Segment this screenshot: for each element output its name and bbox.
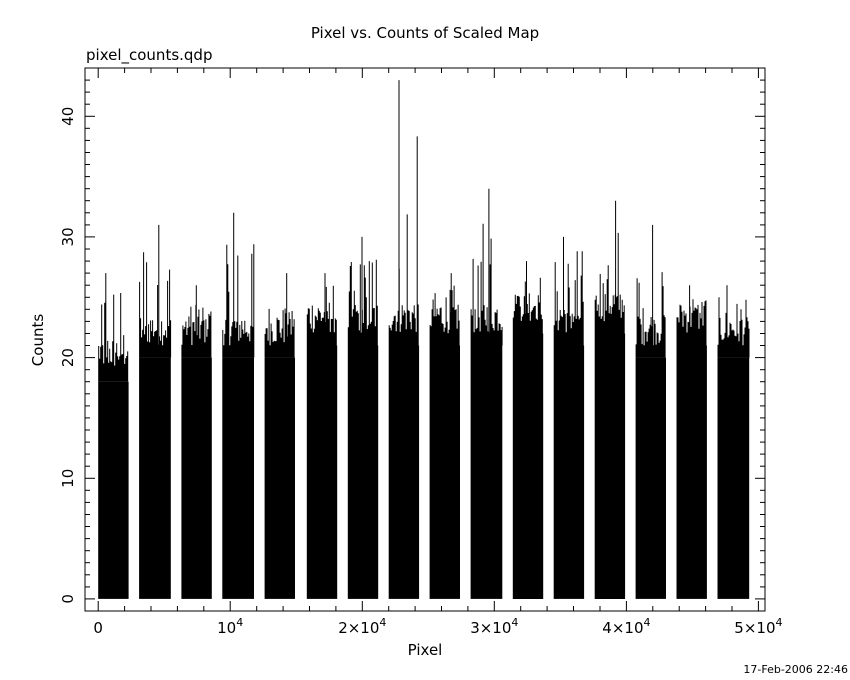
data-block-body: [676, 345, 707, 599]
data-block-body: [222, 357, 254, 599]
data-block-spikes: [347, 236, 378, 346]
data-block-body: [635, 357, 666, 599]
data-block-spikes: [635, 224, 666, 358]
x-tick-label: 5×104: [734, 616, 782, 637]
x-axis-label: Pixel: [408, 641, 443, 659]
data-block-spikes: [222, 212, 255, 358]
data-block-spikes: [594, 200, 625, 334]
data-block-spikes: [717, 285, 750, 358]
data-block: [553, 236, 585, 599]
x-tick-label: 104: [217, 616, 243, 637]
data-block: [429, 273, 460, 599]
y-tick-label: 0: [59, 594, 77, 604]
data-block-body: [470, 345, 503, 599]
data-block-spikes: [388, 80, 419, 346]
data-block: [635, 224, 666, 599]
data-block-spikes: [512, 261, 543, 334]
y-axis: 0 10 20 30 40: [59, 67, 765, 604]
data-block-body: [347, 345, 379, 599]
data-block: [347, 236, 379, 599]
data-block-body: [264, 357, 295, 599]
data-block-spikes: [306, 273, 337, 346]
data-block-spikes: [676, 285, 707, 346]
data-block: [222, 212, 255, 599]
y-axis-label: Counts: [29, 314, 47, 367]
file-label: pixel_counts.qdp: [86, 46, 212, 65]
x-tick-label: 3×104: [470, 616, 518, 637]
chart-title: Pixel vs. Counts of Scaled Map: [311, 24, 539, 42]
data-block-spikes: [553, 236, 584, 346]
data-block-spikes: [139, 224, 172, 358]
data-block-body: [429, 345, 460, 599]
data-block-spikes: [470, 188, 503, 346]
data-block-body: [98, 381, 129, 599]
y-tick-label: 20: [59, 348, 77, 367]
data-block-spikes: [429, 273, 460, 346]
data-block-spikes: [98, 273, 129, 382]
data-block: [676, 285, 707, 599]
y-tick-label: 10: [59, 469, 77, 488]
data-block: [512, 261, 544, 599]
y-tick-label: 40: [59, 107, 77, 126]
data-block-body: [594, 333, 626, 599]
data-block-body: [512, 333, 544, 599]
plot-frame: [84, 67, 766, 612]
x-tick-label: 2×104: [338, 616, 386, 637]
data-layer: [98, 80, 750, 599]
data-block: [98, 273, 129, 599]
data-block: [470, 188, 503, 599]
data-block-body: [388, 345, 420, 599]
x-tick-label: 4×104: [602, 616, 650, 637]
data-block: [181, 285, 212, 599]
data-block-body: [553, 345, 585, 599]
data-block-body: [306, 345, 338, 599]
data-block-body: [181, 357, 212, 599]
data-block: [594, 200, 626, 599]
x-axis: 0 104 2×104 3×104 4×104 5×104: [93, 68, 783, 637]
data-block: [717, 285, 750, 599]
data-block-spikes: [181, 285, 212, 358]
data-block: [306, 273, 338, 599]
x-tick-label: 0: [93, 619, 103, 637]
timestamp: 17-Feb-2006 22:46: [743, 663, 848, 676]
data-block: [388, 80, 420, 599]
data-block-body: [717, 357, 750, 599]
y-tick-label: 30: [59, 227, 77, 246]
data-block-spikes: [264, 273, 295, 358]
data-block-body: [139, 357, 171, 599]
data-block: [264, 273, 295, 599]
data-block: [139, 224, 172, 599]
